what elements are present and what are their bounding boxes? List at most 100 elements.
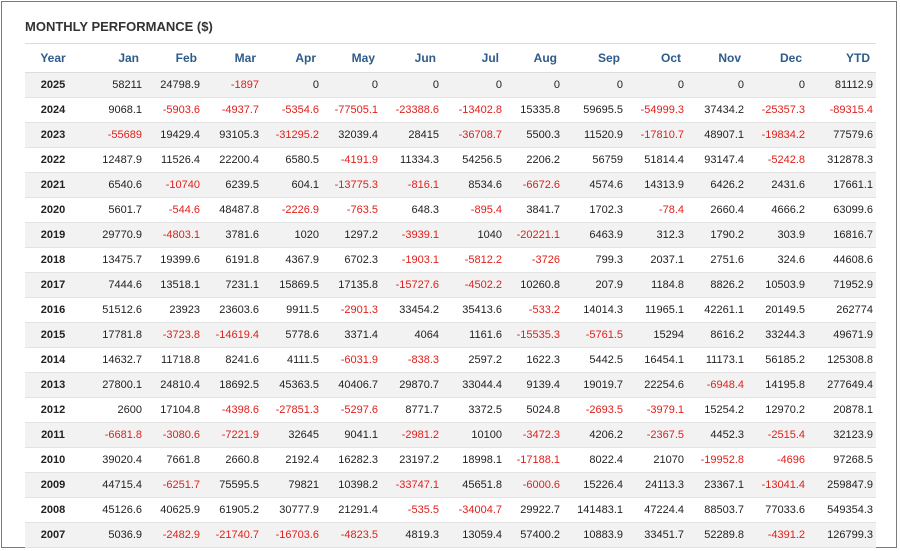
month-value-cell: 23367.1: [687, 472, 747, 498]
ytd-cell: 71952.9: [808, 272, 876, 298]
column-header-jul: Jul: [442, 43, 505, 73]
column-header-feb: Feb: [145, 43, 203, 73]
month-value-cell: 44715.4: [81, 472, 145, 498]
ytd-cell: 277649.4: [808, 372, 876, 398]
month-value-cell: 4666.2: [747, 197, 808, 223]
month-value-cell: 23197.2: [381, 447, 442, 473]
ytd-cell: 126799.3: [808, 522, 876, 548]
month-value-cell: -27851.3: [262, 397, 322, 423]
month-value-cell: 24113.3: [626, 472, 687, 498]
month-value-cell: 4064: [381, 322, 442, 348]
column-header-may: May: [322, 43, 381, 73]
month-value-cell: -55689: [81, 122, 145, 148]
ytd-cell: 16816.7: [808, 222, 876, 248]
month-value-cell: 58211: [81, 72, 145, 98]
month-value-cell: 303.9: [747, 222, 808, 248]
month-value-cell: -533.2: [505, 297, 563, 323]
ytd-cell: 63099.6: [808, 197, 876, 223]
ytd-cell: 20878.1: [808, 397, 876, 423]
month-value-cell: 8616.2: [687, 322, 747, 348]
month-value-cell: 15335.8: [505, 97, 563, 123]
month-value-cell: -4803.1: [145, 222, 203, 248]
month-value-cell: -2482.9: [145, 522, 203, 548]
ytd-cell: 81112.9: [808, 72, 876, 98]
month-value-cell: -535.5: [381, 497, 442, 523]
table-row: 2022 12487.9 11526.4 22200.4 6580.5 -4191.9 11…: [25, 147, 876, 173]
month-value-cell: 11173.1: [687, 347, 747, 373]
month-value-cell: -6672.6: [505, 172, 563, 198]
month-value-cell: 40406.7: [322, 372, 381, 398]
month-value-cell: 45651.8: [442, 472, 505, 498]
month-value-cell: -6681.8: [81, 422, 145, 448]
month-value-cell: -34004.7: [442, 497, 505, 523]
month-value-cell: -20221.1: [505, 222, 563, 248]
month-value-cell: 141483.1: [563, 497, 626, 523]
month-value-cell: 10100: [442, 422, 505, 448]
month-value-cell: -5242.8: [747, 147, 808, 173]
month-value-cell: 0: [747, 72, 808, 98]
month-value-cell: 14014.3: [563, 297, 626, 323]
month-value-cell: 1161.6: [442, 322, 505, 348]
month-value-cell: 11526.4: [145, 147, 203, 173]
month-value-cell: 54256.5: [442, 147, 505, 173]
month-value-cell: 8771.7: [381, 397, 442, 423]
month-value-cell: 0: [262, 72, 322, 98]
month-value-cell: 29770.9: [81, 222, 145, 248]
year-cell: 2010: [25, 447, 81, 473]
month-value-cell: 0: [563, 72, 626, 98]
month-value-cell: 6580.5: [262, 147, 322, 173]
month-value-cell: 1622.3: [505, 347, 563, 373]
month-value-cell: -3726: [505, 247, 563, 273]
month-value-cell: 6191.8: [203, 247, 262, 273]
month-value-cell: 19429.4: [145, 122, 203, 148]
month-value-cell: 2206.2: [505, 147, 563, 173]
month-value-cell: 33454.2: [381, 297, 442, 323]
month-value-cell: -6000.6: [505, 472, 563, 498]
month-value-cell: 23603.6: [203, 297, 262, 323]
month-value-cell: 5500.3: [505, 122, 563, 148]
ytd-cell: 262774: [808, 297, 876, 323]
month-value-cell: 3371.4: [322, 322, 381, 348]
month-value-cell: -5354.6: [262, 97, 322, 123]
year-cell: 2007: [25, 522, 81, 548]
month-value-cell: 2751.6: [687, 247, 747, 273]
month-value-cell: -6251.7: [145, 472, 203, 498]
month-value-cell: 4574.6: [563, 172, 626, 198]
month-value-cell: -3723.8: [145, 322, 203, 348]
month-value-cell: 45363.5: [262, 372, 322, 398]
month-value-cell: 2597.2: [442, 347, 505, 373]
month-value-cell: 6540.6: [81, 172, 145, 198]
table-row: 2007 5036.9 -2482.9 -21740.7 -16703.6 -4823.5…: [25, 522, 876, 548]
month-value-cell: 2037.1: [626, 247, 687, 273]
month-value-cell: -16703.6: [262, 522, 322, 548]
month-value-cell: 4111.5: [262, 347, 322, 373]
ytd-cell: 97268.5: [808, 447, 876, 473]
month-value-cell: 15869.5: [262, 272, 322, 298]
month-value-cell: -5903.6: [145, 97, 203, 123]
month-value-cell: 48907.1: [687, 122, 747, 148]
month-value-cell: 75595.5: [203, 472, 262, 498]
month-value-cell: 8241.6: [203, 347, 262, 373]
month-value-cell: 4206.2: [563, 422, 626, 448]
month-value-cell: 57400.2: [505, 522, 563, 548]
month-value-cell: -78.4: [626, 197, 687, 223]
month-value-cell: 32645: [262, 422, 322, 448]
month-value-cell: 648.3: [381, 197, 442, 223]
month-value-cell: 37434.2: [687, 97, 747, 123]
year-cell: 2009: [25, 472, 81, 498]
month-value-cell: 61905.2: [203, 497, 262, 523]
month-value-cell: 2431.6: [747, 172, 808, 198]
table-row: 2013 27800.1 24810.4 18692.5 45363.5 40406.7 2…: [25, 372, 876, 398]
column-header-ytd: YTD: [808, 43, 876, 73]
month-value-cell: 21070: [626, 447, 687, 473]
month-value-cell: -6948.4: [687, 372, 747, 398]
table-row: 2025 58211 24798.9 -1897 0 0 0 0 0 0 0 0 0 81112.9: [25, 72, 876, 98]
month-value-cell: -31295.2: [262, 122, 322, 148]
month-value-cell: 11334.3: [381, 147, 442, 173]
month-value-cell: -4191.9: [322, 147, 381, 173]
month-value-cell: 7661.8: [145, 447, 203, 473]
month-value-cell: 1020: [262, 222, 322, 248]
month-value-cell: 9068.1: [81, 97, 145, 123]
ytd-cell: 125308.8: [808, 347, 876, 373]
year-cell: 2024: [25, 97, 81, 123]
